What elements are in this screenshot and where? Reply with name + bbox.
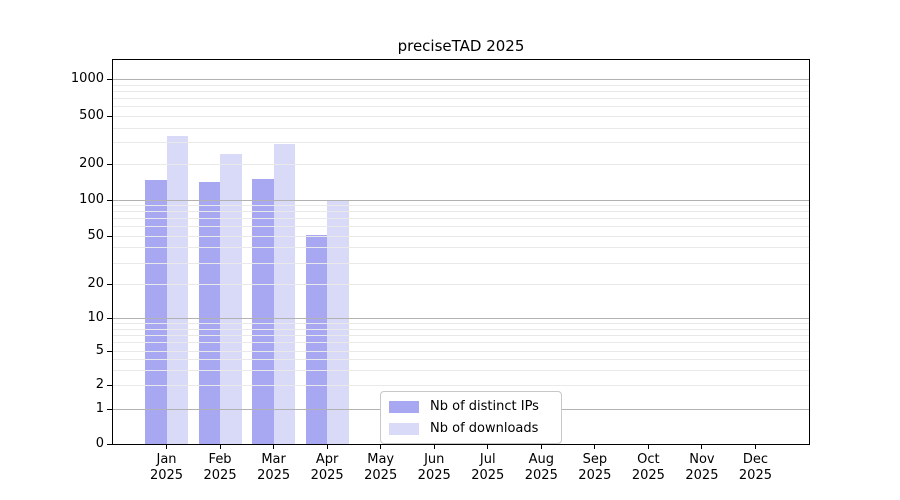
- gridline-minor-7: [113, 334, 809, 336]
- bar-distinct-ips-mar: [252, 179, 274, 444]
- y-tick-mark: [107, 284, 112, 285]
- x-tick-label-dec: Dec 2025: [738, 452, 772, 483]
- bar-distinct-ips-apr: [305, 234, 328, 444]
- legend-label-downloads: Nb of downloads: [430, 421, 539, 436]
- y-tick-mark: [107, 318, 112, 319]
- y-tick-mark: [107, 408, 112, 410]
- gridline-minor-50: [113, 235, 809, 237]
- gridline-minor-40: [113, 247, 809, 249]
- bar-downloads-apr: [327, 200, 349, 444]
- x-tick-mark: [701, 445, 703, 449]
- y-tick-mark: [107, 351, 112, 352]
- y-tick-label-1000: 1000: [70, 71, 104, 86]
- gridline-minor-8: [113, 328, 809, 330]
- bar-downloads-jan: [166, 136, 189, 444]
- gridline-minor-3: [113, 369, 809, 371]
- y-tick-label-0: 0: [95, 435, 104, 451]
- gridline-minor-2: [113, 385, 809, 386]
- y-tick-mark: [107, 200, 112, 201]
- x-tick-mark: [487, 445, 489, 449]
- x-tick-mark: [540, 445, 542, 449]
- plot-area: [112, 59, 810, 445]
- gridline-minor-500: [113, 116, 809, 117]
- legend-item-distinct-ips: Nb of distinct IPs: [389, 397, 553, 416]
- x-tick-label-oct: Oct 2025: [631, 452, 665, 483]
- x-tick-mark: [754, 445, 756, 449]
- gridline-minor-6: [113, 342, 809, 344]
- legend: Nb of distinct IPs Nb of downloads: [380, 391, 562, 444]
- y-tick-label-1: 1: [95, 400, 104, 416]
- gridline-minor-700: [113, 98, 809, 100]
- gridline-major-100: [113, 200, 809, 201]
- gridline-major-1000: [113, 79, 809, 80]
- x-tick-label-jul: Jul 2025: [471, 452, 505, 483]
- chart-title: preciseTAD 2025: [397, 37, 525, 55]
- y-tick-mark: [107, 163, 112, 165]
- gridline-minor-70: [113, 218, 809, 220]
- gridline-minor-5: [113, 351, 809, 352]
- y-tick-label-50: 50: [87, 227, 104, 243]
- gridline-major-10: [113, 318, 809, 319]
- x-tick-label-apr: Apr 2025: [310, 452, 344, 483]
- gridline-minor-900: [113, 84, 809, 86]
- y-tick-label-2: 2: [95, 377, 104, 392]
- x-tick-label-jun: Jun 2025: [417, 452, 451, 483]
- gridline-minor-30: [113, 262, 809, 264]
- x-tick-label-aug: Aug 2025: [524, 452, 558, 483]
- x-tick-label-mar: Mar 2025: [257, 452, 291, 483]
- gridline-minor-200: [113, 163, 809, 165]
- gridline-minor-90: [113, 205, 809, 207]
- bar-distinct-ips-jan: [145, 180, 167, 444]
- y-tick-label-20: 20: [87, 276, 104, 291]
- x-tick-mark: [647, 445, 649, 449]
- x-tick-mark: [594, 445, 596, 449]
- gridline-minor-20: [113, 284, 809, 285]
- x-tick-mark: [166, 445, 168, 449]
- y-tick-label-200: 200: [79, 155, 104, 171]
- x-tick-mark: [219, 445, 221, 449]
- gridline-minor-9: [113, 323, 809, 325]
- legend-label-distinct-ips: Nb of distinct IPs: [430, 399, 539, 414]
- x-tick-label-sep: Sep 2025: [578, 452, 612, 483]
- x-tick-mark: [326, 445, 328, 449]
- gridline-minor-400: [113, 127, 809, 129]
- x-tick-mark: [433, 445, 435, 449]
- x-tick-label-jan: Jan 2025: [149, 452, 184, 483]
- legend-swatch-downloads: [389, 422, 419, 435]
- legend-item-downloads: Nb of downloads: [389, 419, 553, 438]
- y-tick-label-500: 500: [79, 108, 104, 123]
- gridline-minor-300: [113, 142, 809, 144]
- gridline-minor-80: [113, 211, 809, 213]
- gridline-minor-600: [113, 106, 809, 108]
- y-tick-mark: [107, 443, 112, 445]
- y-tick-mark: [107, 79, 112, 80]
- x-tick-label-feb: Feb 2025: [203, 452, 237, 483]
- gridline-minor-4: [113, 359, 809, 361]
- gridline-minor-800: [113, 90, 809, 92]
- y-tick-mark: [107, 385, 112, 386]
- y-tick-mark: [107, 116, 112, 117]
- x-tick-mark: [380, 445, 382, 449]
- x-tick-label-nov: Nov 2025: [685, 452, 719, 483]
- gridline-minor-60: [113, 226, 809, 228]
- y-tick-mark: [107, 235, 112, 237]
- x-tick-label-may: May 2025: [364, 452, 398, 483]
- x-tick-mark: [273, 445, 275, 449]
- legend-swatch-distinct-ips: [389, 400, 419, 413]
- y-tick-label-10: 10: [87, 310, 104, 325]
- y-tick-label-100: 100: [79, 192, 104, 207]
- gridlines-layer: [113, 60, 809, 444]
- y-tick-label-5: 5: [95, 343, 104, 358]
